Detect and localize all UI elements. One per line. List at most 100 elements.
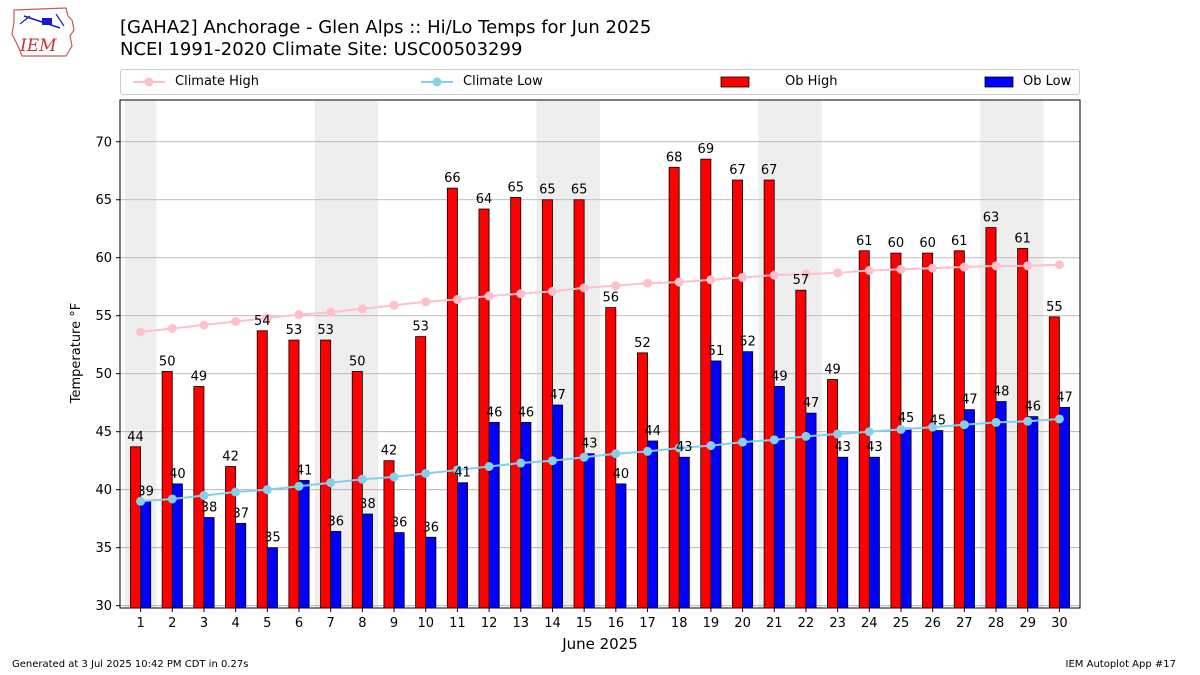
ob-high-label: 66 — [444, 171, 461, 186]
footer-app: IEM Autoplot App #17 — [1065, 659, 1176, 670]
climate-high-point — [294, 310, 304, 320]
x-tick-label: 19 — [703, 616, 720, 631]
x-tick-label: 15 — [576, 616, 593, 631]
x-tick-label: 4 — [232, 616, 240, 631]
climate-high-point — [801, 269, 811, 279]
ob-low-bar — [203, 517, 215, 609]
gridlines — [120, 141, 1080, 607]
climate-high-line — [140, 263, 1060, 333]
ob-low-bar — [298, 480, 310, 609]
ob-high-label: 61 — [856, 234, 873, 249]
ob-high-label: 65 — [507, 180, 524, 195]
ob-high-label: 55 — [1046, 300, 1063, 315]
y-axis-label: Temperature °F — [69, 303, 84, 404]
climate-low-point — [326, 478, 336, 488]
ob-high-label: 69 — [698, 142, 715, 157]
ob-low-label: 43 — [834, 440, 851, 455]
x-tick-label: 24 — [861, 616, 878, 631]
ob-high-bar-icon — [720, 76, 750, 88]
climate-high-point — [167, 323, 177, 333]
ob-low-bar — [266, 547, 278, 609]
ob-low-label: 46 — [486, 405, 503, 420]
x-tick-label: 23 — [829, 616, 846, 631]
climate-low-point — [547, 456, 557, 466]
ob-low-label: 40 — [613, 467, 630, 482]
climate-low-point — [643, 446, 653, 456]
climate-low-point — [611, 449, 621, 459]
ob-low-label: 51 — [708, 344, 725, 359]
x-tick-label: 17 — [639, 616, 656, 631]
climate-low-point — [357, 474, 367, 484]
ob-high-label: 44 — [127, 430, 144, 445]
climate-low-line-icon — [421, 77, 453, 87]
climate-low-point — [896, 424, 906, 434]
climate-high-point — [326, 307, 336, 317]
chart-title: [GAHA2] Anchorage - Glen Alps :: Hi/Lo T… — [120, 17, 652, 38]
ob-low-bar — [773, 386, 785, 609]
ob-low-label: 46 — [1025, 400, 1042, 415]
ob-high-label: 64 — [476, 192, 493, 207]
ob-low-label: 40 — [169, 467, 186, 482]
legend-label: Ob High — [785, 74, 838, 89]
ob-low-label: 45 — [898, 411, 915, 426]
ob-high-bar — [573, 199, 585, 609]
ob-low-bar — [837, 456, 849, 609]
x-tick-label: 5 — [263, 616, 271, 631]
climate-low-point — [231, 487, 241, 497]
ob-low-bar — [963, 409, 975, 609]
ob-low-bar — [235, 522, 247, 609]
x-tick-label: 12 — [481, 616, 498, 631]
climate-high-point — [484, 291, 494, 301]
ob-low-bar — [805, 412, 817, 609]
x-tick-label: 22 — [798, 616, 815, 631]
ob-low-label: 37 — [232, 506, 249, 521]
climate-low-point — [262, 485, 272, 495]
ob-high-bar — [1048, 316, 1060, 609]
ob-high-label: 52 — [634, 336, 651, 351]
climate-high-point — [896, 264, 906, 274]
ob-low-bar — [615, 483, 627, 609]
climate-high-point — [959, 262, 969, 272]
ob-high-label: 49 — [191, 369, 208, 384]
climate-low-point — [516, 458, 526, 468]
ob-low-label: 49 — [771, 369, 788, 384]
ob-high-label: 63 — [983, 211, 1000, 226]
climate-high-point — [833, 268, 843, 278]
iem-logo: IEM — [11, 7, 75, 57]
climate-low-point — [991, 417, 1001, 427]
climate-high-point — [738, 272, 748, 282]
climate-low-point — [738, 437, 748, 447]
climate-high-point — [262, 313, 272, 323]
ob-high-bar — [351, 370, 363, 609]
climate-low-point — [294, 481, 304, 491]
ob-high-bar — [795, 289, 807, 609]
x-tick-label: 25 — [893, 616, 910, 631]
ob-low-bar — [488, 422, 500, 609]
ob-high-bar — [827, 379, 839, 609]
logo-text: IEM — [19, 36, 57, 56]
x-tick-label: 14 — [544, 616, 561, 631]
x-tick-label: 10 — [417, 616, 434, 631]
climate-high-point — [611, 281, 621, 291]
ob-low-bar — [583, 453, 595, 609]
climate-high-point — [1054, 260, 1064, 270]
ob-high-bar — [510, 197, 522, 609]
ob-low-bar-icon — [984, 76, 1014, 88]
ob-high-bar — [1017, 248, 1029, 609]
ob-high-label: 67 — [761, 163, 778, 178]
climate-high-point — [928, 263, 938, 273]
ob-high-label: 53 — [286, 323, 303, 338]
ob-high-label: 53 — [317, 323, 334, 338]
x-tick-label: 9 — [390, 616, 398, 631]
ob-high-bar — [541, 199, 553, 609]
plot-frame — [119, 99, 1081, 609]
climate-high-point — [769, 270, 779, 280]
x-tick-label: 11 — [449, 616, 466, 631]
ob-high-bar — [700, 158, 712, 609]
climate-high-point — [357, 304, 367, 314]
ob-low-label: 47 — [803, 396, 820, 411]
climate-high-point — [579, 283, 589, 293]
ob-low-label: 38 — [201, 501, 218, 516]
x-axis-label: June 2025 — [561, 635, 638, 653]
climate-high-point — [421, 297, 431, 307]
